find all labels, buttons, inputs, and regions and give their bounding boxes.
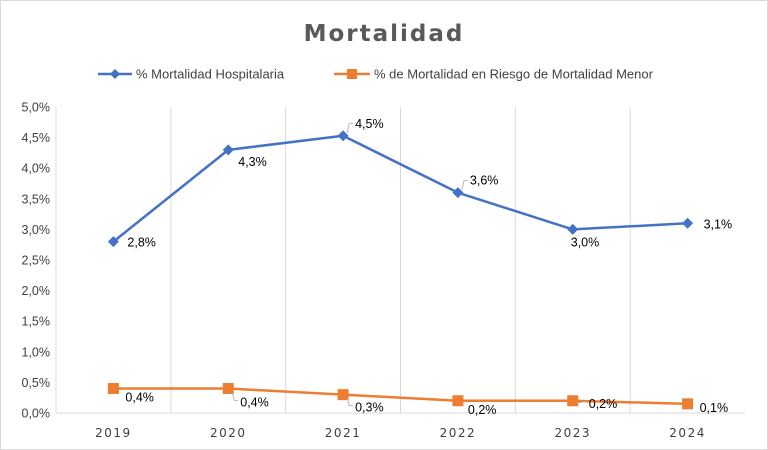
legend-label-riesgo-menor: % de Mortalidad en Riesgo de Mortalidad …	[374, 67, 654, 82]
label-leader-line	[461, 180, 468, 190]
data-point-square	[452, 395, 464, 407]
legend-square-icon	[347, 69, 357, 79]
data-point-diamond	[452, 187, 464, 199]
y-tick-label: 5,0%	[22, 101, 51, 115]
data-label: 2,8%	[127, 236, 155, 250]
label-leader-line	[346, 397, 354, 407]
data-point-square	[222, 383, 234, 395]
y-tick-label: 2,5%	[22, 254, 51, 268]
y-tick-label: 3,5%	[22, 192, 51, 206]
data-point-diamond	[337, 130, 349, 142]
y-tick-label: 1,5%	[22, 315, 51, 329]
series-group: 2,8% 4,3% 4,5% 3,6% 3,0% 3,1% 0,4% 0,4% 0,3% 0,2%…	[107, 117, 733, 417]
x-tick-label: 2021	[325, 426, 362, 440]
data-label: 0,4%	[125, 391, 153, 405]
x-axis: 2019 2020 2021 2022 2023 2024	[56, 412, 745, 440]
data-label: 3,6%	[470, 174, 499, 188]
label-leader-line	[576, 401, 587, 405]
data-label: 4,3%	[238, 155, 267, 169]
x-tick-label: 2020	[210, 426, 247, 440]
x-tick-label: 2022	[440, 426, 477, 440]
y-tick-label: 2,0%	[22, 284, 51, 298]
x-tick-label: 2019	[95, 426, 132, 440]
y-tick-label: 0,5%	[22, 376, 51, 390]
data-point-square	[567, 395, 579, 407]
data-label: 3,1%	[704, 217, 733, 231]
data-label: 0,2%	[468, 403, 497, 417]
label-leader-line	[346, 123, 354, 133]
y-tick-label: 4,5%	[22, 131, 51, 145]
series-line	[113, 387, 688, 406]
data-point-diamond	[567, 223, 579, 235]
legend-item-hospitalaria: % Mortalidad Hospitalaria	[98, 67, 285, 82]
y-axis: 0,0% 0,5% 1,0% 1,5% 2,0% 2,5% 3,0% 3,5% 4,0% 4,5%…	[22, 101, 57, 421]
data-label: 0,1%	[700, 401, 729, 415]
series-hospitalaria: 2,8% 4,3% 4,5% 3,6% 3,0% 3,1%	[107, 117, 733, 250]
legend-diamond-icon	[110, 69, 120, 79]
chart-title: Mortalidad	[304, 21, 465, 47]
data-label: 3,0%	[571, 235, 600, 249]
data-point-square	[682, 398, 694, 410]
data-label: 4,5%	[355, 117, 384, 131]
legend-item-riesgo-menor: % de Mortalidad en Riesgo de Mortalidad …	[334, 67, 654, 82]
series-riesgo-menor: 0,4% 0,4% 0,3% 0,2% 0,2% 0,1%	[107, 383, 729, 417]
data-point-diamond	[682, 217, 694, 229]
data-point-diamond	[222, 144, 234, 156]
y-tick-label: 0,0%	[22, 407, 51, 421]
data-label: 0,2%	[589, 397, 618, 411]
label-leader-line	[231, 391, 239, 401]
data-point-diamond	[107, 236, 119, 248]
grid	[170, 107, 631, 413]
data-point-square	[337, 389, 349, 401]
x-tick-label: 2023	[554, 426, 591, 440]
x-tick-label: 2024	[669, 426, 706, 440]
y-tick-label: 4,0%	[22, 162, 51, 176]
legend-label-hospitalaria: % Mortalidad Hospitalaria	[136, 67, 285, 82]
data-label: 0,3%	[355, 401, 384, 415]
y-tick-label: 3,0%	[22, 223, 51, 237]
series-line	[112, 134, 688, 243]
data-label: 0,4%	[240, 396, 269, 410]
data-point-square	[107, 383, 119, 395]
y-tick-label: 1,0%	[22, 345, 51, 359]
legend: % Mortalidad Hospitalaria % de Mortalida…	[98, 67, 654, 82]
